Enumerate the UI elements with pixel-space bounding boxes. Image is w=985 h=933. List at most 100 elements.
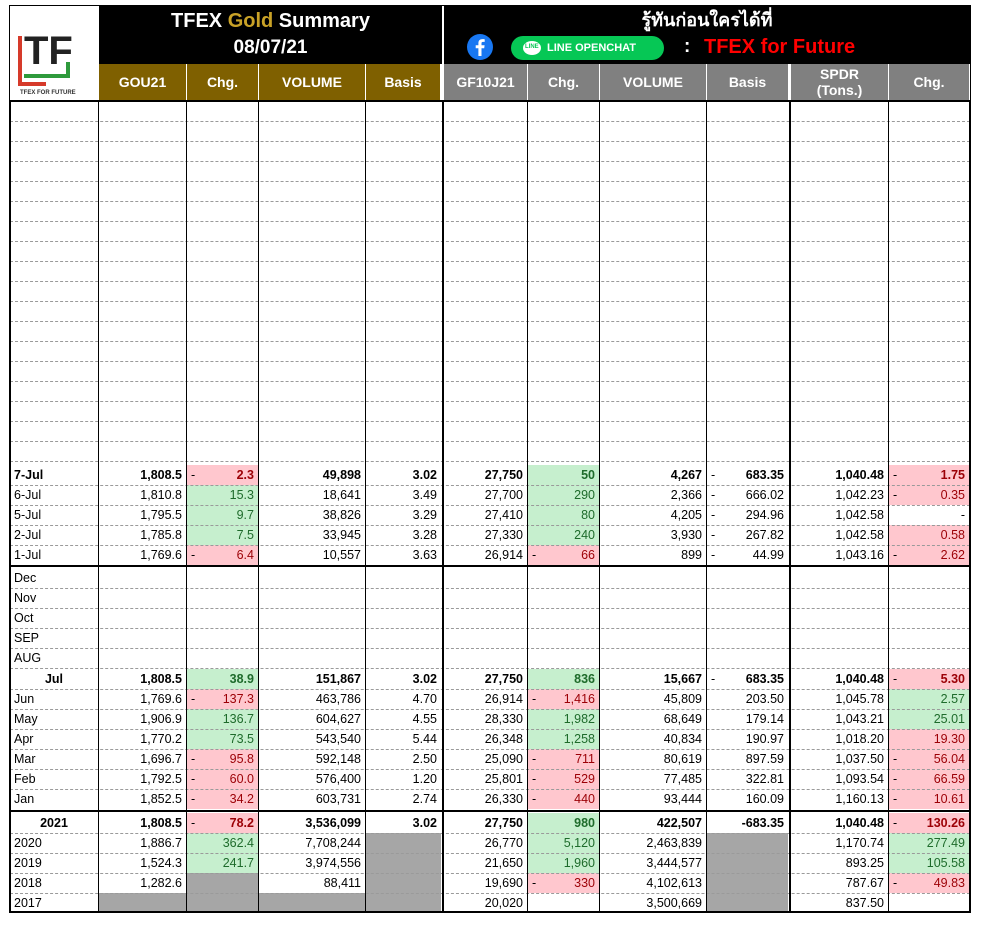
gf-price: 27,750: [484, 468, 523, 482]
spdr-tons: 893.25: [845, 856, 884, 870]
gf-price: 26,330: [484, 792, 523, 806]
gf-basis: [707, 893, 788, 913]
gf-volume: 4,267: [670, 468, 702, 482]
column-header-5: GF10J21: [444, 64, 527, 100]
column-divider: [186, 100, 187, 913]
spdr-tons: 837.50: [845, 896, 884, 910]
row-label: Feb: [14, 772, 36, 786]
gou-change: [187, 893, 258, 913]
column-header-4: Basis: [366, 64, 440, 100]
table-border: [9, 100, 971, 913]
logo: TF TFEX FOR FUTURE: [10, 6, 99, 98]
month-label: Nov: [14, 591, 37, 605]
month-label: Oct: [14, 611, 34, 625]
gou-price: [99, 893, 186, 913]
column-header-6: Chg.: [528, 64, 599, 100]
gou-change: [187, 873, 258, 893]
spdr-tons: 1,037.50: [835, 752, 884, 766]
gf-basis: 160.09: [745, 792, 784, 806]
spdr-tons: 1,160.13: [835, 792, 884, 806]
gou-change: -60.0: [187, 769, 258, 789]
brand-colon: :: [684, 36, 691, 57]
gf-volume: 3,444,577: [646, 856, 702, 870]
gou-price: 1,808.5: [140, 468, 182, 482]
row-label: 2018: [14, 876, 42, 890]
gf-change: 1,960: [528, 853, 599, 873]
facebook-icon[interactable]: [466, 33, 494, 61]
spdr-tons: 1,042.23: [835, 488, 884, 502]
gou-basis: 3.28: [412, 528, 437, 542]
gf-basis: 203.50: [745, 692, 784, 706]
row-label: Jul: [44, 672, 64, 686]
gou-volume: 88,411: [323, 876, 361, 890]
gf-basis: -294.96: [711, 508, 784, 522]
spdr-change: -66.59: [889, 769, 969, 789]
gou-volume: 3,536,099: [305, 816, 361, 830]
spdr-tons: 1,042.58: [835, 528, 884, 542]
column-divider: [442, 100, 444, 913]
gou-price: 1,770.2: [140, 732, 182, 746]
gf-volume: 3,930: [670, 528, 702, 542]
gou-volume: 10,557: [322, 548, 361, 562]
gou-volume: 576,400: [315, 772, 361, 786]
gf-price: 27,700: [484, 488, 523, 502]
gou-volume: 18,641: [322, 488, 361, 502]
gou-price: 1,282.6: [140, 876, 182, 890]
gf-change: 290: [528, 485, 599, 505]
gou-basis: [366, 833, 441, 853]
line-openchat-badge[interactable]: LINE LINE OPENCHAT: [511, 36, 664, 60]
spdr-tons: 1,040.48: [835, 816, 884, 830]
row-label: Jun: [14, 692, 35, 706]
spdr-change: -10.61: [889, 789, 969, 809]
column-divider: [706, 100, 707, 913]
gf-volume: 68,649: [663, 712, 702, 726]
gf-basis: [707, 853, 788, 873]
gou-change: -6.4: [187, 545, 258, 565]
gou-volume: [259, 893, 365, 913]
gf-change: 836: [528, 669, 599, 689]
brand-name: TFEX for Future: [704, 36, 856, 58]
gou-change: 9.7: [187, 505, 258, 525]
line-openchat-label: LINE OPENCHAT: [547, 42, 637, 54]
gou-price: 1,795.5: [140, 508, 182, 522]
spdr-tons: 1,093.54: [835, 772, 884, 786]
gf-price: 21,650: [484, 856, 523, 870]
gf-price: 26,348: [484, 732, 523, 746]
spdr-tons: 1,045.78: [835, 692, 884, 706]
gou-volume: 543,540: [315, 732, 361, 746]
row-label: Jan: [14, 792, 35, 806]
column-header-3: VOLUME: [259, 64, 365, 100]
page-title: TFEX Gold Summary: [99, 8, 442, 34]
gf-basis: -683.35: [711, 672, 784, 686]
gf-price: 27,330: [484, 528, 523, 542]
report-date: 08/07/21: [233, 37, 308, 58]
gf-basis: 179.14: [745, 712, 784, 726]
gou-price: 1,785.8: [140, 528, 182, 542]
column-divider: [789, 100, 791, 913]
gf-volume: 2,366: [670, 488, 702, 502]
gf-volume: 4,102,613: [646, 876, 702, 890]
gf-change: 240: [528, 525, 599, 545]
spdr-tons: 1,043.16: [835, 548, 884, 562]
gou-basis: 3.02: [412, 672, 437, 686]
gf-basis: -683.35: [741, 816, 784, 830]
logo-letter-t: TF: [24, 29, 73, 73]
column-header-8: Basis: [707, 64, 788, 100]
gf-change: -330: [528, 873, 599, 893]
gou-price: 1,769.6: [140, 692, 182, 706]
gou-basis: 1.20: [412, 772, 437, 786]
gou-change: 15.3: [187, 485, 258, 505]
gf-basis: 897.59: [745, 752, 784, 766]
gou-volume: 33,945: [322, 528, 361, 542]
gou-change: -78.2: [187, 813, 258, 833]
spdr-tons: 787.67: [845, 876, 884, 890]
title-gold: Gold: [227, 10, 274, 32]
gou-price: 1,852.5: [140, 792, 182, 806]
month-label: Dec: [14, 571, 37, 585]
gf-price: 20,020: [484, 896, 523, 910]
gf-price: 25,801: [484, 772, 523, 786]
gou-basis: [366, 873, 441, 893]
spdr-tons: 1,040.48: [835, 672, 884, 686]
gf-basis: 322.81: [745, 772, 784, 786]
